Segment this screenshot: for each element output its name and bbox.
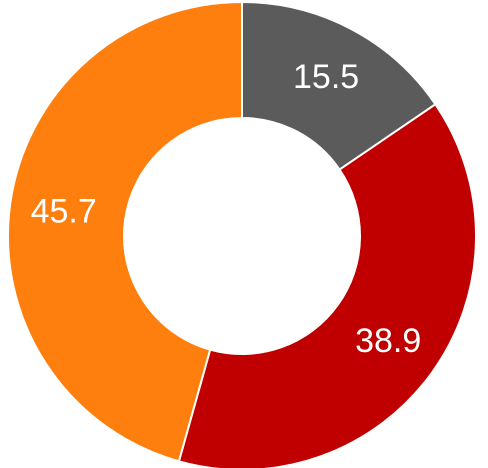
- donut-slice-15-5: [241, 0, 437, 171]
- slice-data-label: 38.9: [355, 322, 421, 360]
- labels-group: 15.5 38.9 45.7: [31, 58, 422, 360]
- donut-slice-45-7: [7, 0, 243, 463]
- donut-slice-38-9: [177, 102, 477, 468]
- slice-data-label: 15.5: [293, 58, 359, 96]
- slices-group: [7, 0, 477, 468]
- slice-data-label: 45.7: [31, 193, 97, 231]
